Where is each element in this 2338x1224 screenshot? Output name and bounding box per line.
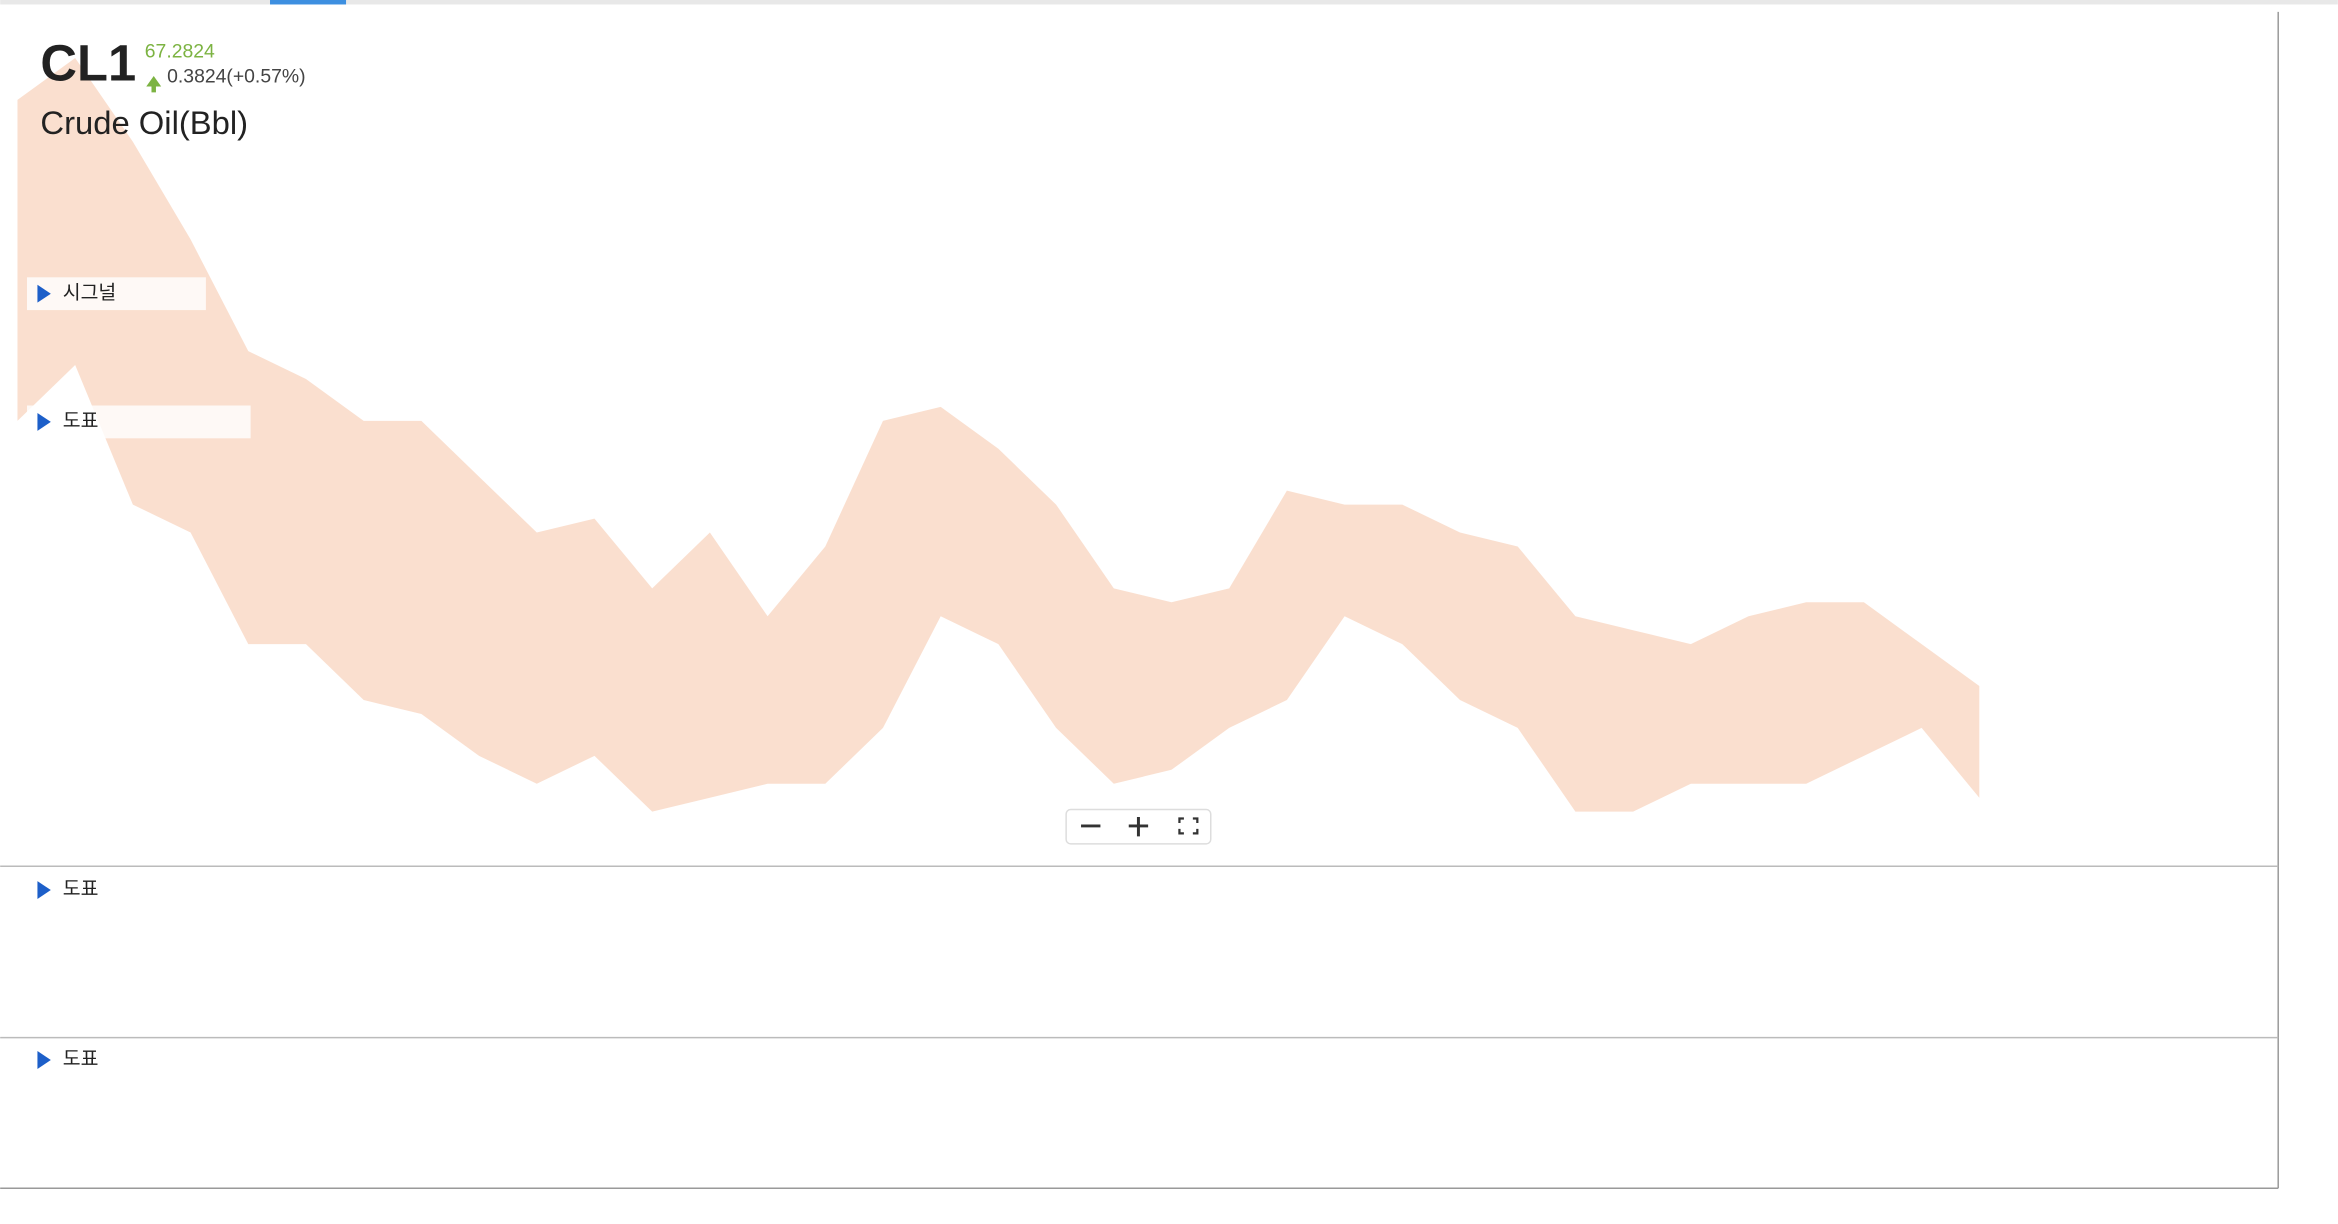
symbol: CL1 [40,34,136,91]
panel-label[interactable]: 도표 [26,405,251,439]
panel-label-text: 도표 [63,878,99,900]
up-arrow [146,76,162,93]
active-tab[interactable] [270,0,347,5]
panel-label-text: 시그널 [63,282,116,304]
change: 0.3824(+0.57%) [167,66,305,88]
instrument-name: Crude Oil(Bbl) [40,104,248,141]
panel-label[interactable]: 시그널 [26,277,206,311]
zoom-controls [1065,808,1212,845]
fullscreen-button[interactable] [1164,812,1210,841]
panel-label-text: 도표 [63,410,99,432]
zoom-out-button[interactable] [1069,812,1114,841]
zoom-in-button[interactable] [1116,812,1162,841]
band-area [17,57,1980,812]
price: 67.2824 [145,40,215,62]
top-bar [0,0,2338,5]
panel-label[interactable]: 도표 [26,1043,132,1077]
panel-label-text: 도표 [63,1048,99,1070]
plot [17,57,1980,812]
panel-label[interactable]: 도표 [26,873,132,907]
